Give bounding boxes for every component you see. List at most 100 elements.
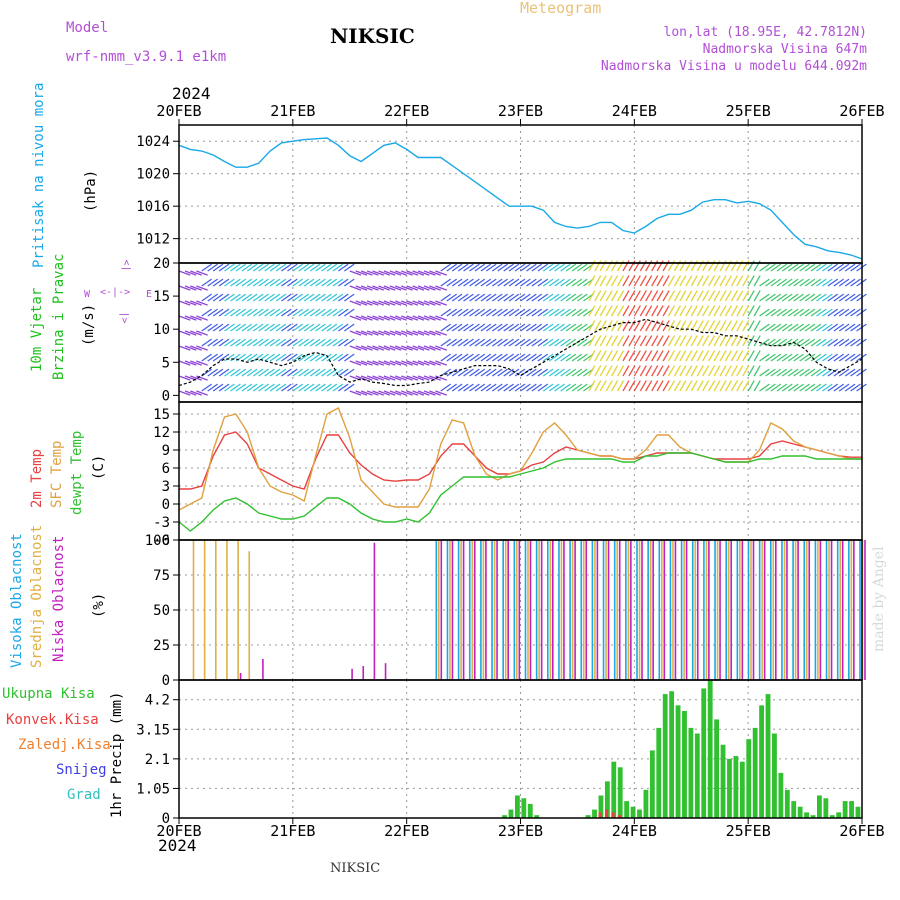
wind-barb (599, 350, 607, 362)
wind-barb (395, 345, 407, 351)
wind-barb (639, 290, 647, 302)
wind-barb (531, 383, 543, 392)
wind-barb (212, 293, 224, 302)
wind-barb (679, 290, 687, 302)
wind-barb (378, 360, 391, 366)
wind-barb (571, 308, 583, 317)
wind-barb (736, 365, 744, 377)
wind-barb (184, 315, 197, 321)
wind-barb (617, 320, 625, 332)
wind-barb (196, 315, 208, 321)
wind-barb (662, 380, 670, 392)
wind-barb (264, 293, 275, 302)
wind-barb (822, 338, 833, 347)
wind-barb (463, 338, 474, 347)
wind-barb (224, 263, 235, 272)
wind-barb (401, 270, 413, 276)
wind-barb (343, 263, 355, 272)
legend-hail: Grad (67, 787, 101, 803)
wind-barb (440, 278, 452, 287)
wind-barb (224, 338, 235, 347)
wind-barb (599, 260, 607, 272)
wind-barb (713, 290, 721, 302)
y-tick-label: 0 (162, 497, 170, 513)
wind-barb (554, 338, 565, 347)
precip-rain-bar (617, 767, 623, 818)
wind-barb (326, 308, 338, 317)
wind-barb (184, 390, 197, 396)
wind-barb (349, 360, 362, 366)
precip-rain-bar (624, 801, 630, 818)
wind-barb (565, 323, 577, 332)
station-title: NIKSIC (330, 24, 415, 48)
wind-barb (628, 365, 636, 377)
wind-barb (343, 278, 355, 287)
wind-barb (423, 345, 436, 351)
wind-barb (287, 353, 298, 362)
wind-barb (793, 293, 804, 302)
wind-barb (474, 338, 486, 347)
wind-barb (184, 300, 197, 306)
wind-barb (599, 305, 607, 317)
wind-barb (303, 293, 315, 302)
wind-barb (753, 275, 761, 287)
wind-barb (275, 263, 287, 272)
wind-barb (281, 293, 292, 302)
wind-barb (401, 300, 413, 306)
wind-barb (628, 290, 636, 302)
wind-barb (793, 383, 804, 392)
wind-barb (713, 350, 721, 362)
wind-barb (759, 353, 770, 362)
wind-barb (667, 260, 676, 272)
wind-barb (224, 323, 235, 332)
wind-barb (298, 278, 310, 287)
wind-barb (298, 338, 310, 347)
wind-barb (747, 305, 755, 317)
wind-barb (747, 365, 755, 377)
wind-barb (753, 320, 761, 332)
wind-barb (463, 278, 474, 287)
wind-barb (372, 270, 385, 276)
wind-barb (742, 380, 750, 392)
wind-barb (577, 383, 588, 392)
wind-barb (292, 383, 304, 392)
wind-barb (651, 320, 659, 332)
wind-barb (212, 353, 224, 362)
wind-barb (298, 323, 310, 332)
wind-barb (537, 383, 549, 392)
wind-barb (497, 368, 508, 377)
wind-barb (588, 290, 596, 302)
wind-barb (309, 368, 321, 377)
wind-barb (241, 338, 253, 347)
wind-barb (765, 293, 776, 302)
y-tick-label: -6 (153, 533, 170, 549)
precip-rain-bar (675, 705, 681, 818)
wind-barb (258, 308, 269, 317)
wind-barb (212, 278, 224, 287)
wind-barb (395, 390, 407, 396)
wind-barb (360, 360, 373, 366)
wind-barb (440, 353, 452, 362)
wind-barb (690, 380, 698, 392)
wind-barb (793, 263, 804, 272)
wind-barb (355, 285, 368, 291)
wind-barb (435, 315, 447, 321)
wind-barb (275, 338, 287, 347)
wind-barb (804, 263, 816, 272)
wind-barb (508, 368, 520, 377)
x-tick-bottom: 22FEB (384, 822, 429, 840)
wind-barb (667, 365, 676, 377)
wind-barb (355, 270, 368, 276)
wind-barb (542, 383, 554, 392)
wind-barb (793, 368, 804, 377)
wind-barb (770, 278, 782, 287)
wind-barb (235, 383, 247, 392)
wind-barb (491, 308, 503, 317)
wind-barb (349, 330, 362, 336)
wind-barb (315, 383, 326, 392)
wind-barb (571, 368, 583, 377)
wind-barb (628, 275, 636, 287)
precip-rain-bar (694, 733, 700, 818)
wind-barb (816, 368, 827, 377)
wind-barb (810, 323, 822, 332)
